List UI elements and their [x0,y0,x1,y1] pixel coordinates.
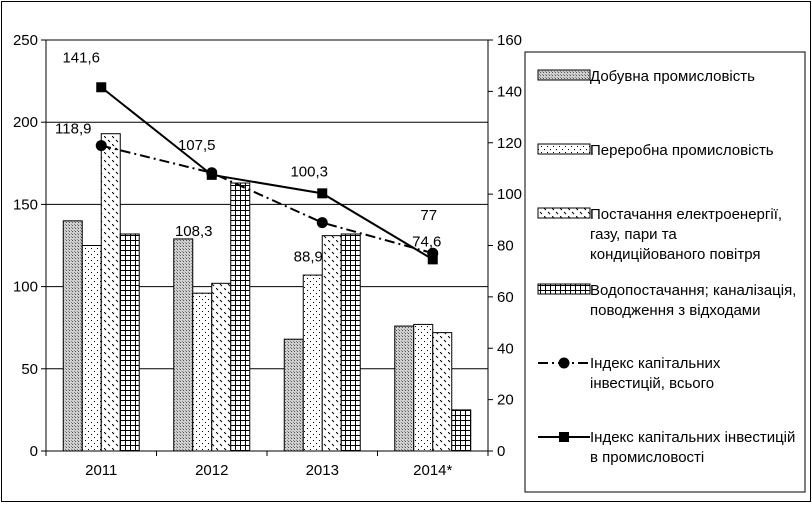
legend-label: в промисловості [590,449,704,466]
data-label: 108,3 [175,223,213,240]
bars [62,133,472,452]
x-tick-label: 2013 [306,462,339,479]
bar [283,338,304,452]
bar [173,238,194,452]
data-label: 77 [420,207,437,224]
legend-marker [558,357,570,369]
data-labels: 118,9 108,3 88,9 77 141,6 107,5 100,3 74,6 [55,49,441,265]
line-series [100,86,434,261]
bar [62,220,83,452]
left-tick-label: 50 [21,361,38,378]
right-tick-label: 140 [497,83,522,100]
line-marker [316,217,328,229]
right-tick-label: 20 [497,392,514,409]
right-tick-label: 100 [497,186,522,203]
left-tick-label: 100 [13,279,38,296]
legend-swatch [537,69,591,81]
legend-label: Водопостачання; каналізація, [590,282,796,299]
line-marker [96,82,107,93]
data-label: 88,9 [294,249,323,266]
bar [413,323,434,452]
bar [302,274,323,452]
legend-label: Добувна промисловість [590,68,755,85]
line-marker [317,188,328,199]
legend-label: поводження з відходами [590,302,761,319]
line-marker [427,254,438,265]
x-tick-label: 2012 [195,462,228,479]
legend-label: інвестицій, всього [590,375,714,392]
line-series [101,144,434,255]
legend-label: Постачання електроенергії, [590,206,782,223]
bar [211,282,232,452]
data-label: 100,3 [290,163,328,180]
left-tick-label: 0 [30,443,38,460]
bar [81,245,102,452]
data-label: 118,9 [55,121,91,138]
bar [451,409,472,452]
right-tick-label: 60 [497,289,514,306]
data-label: 141,6 [62,49,100,66]
bar [100,133,121,452]
bar [119,233,140,452]
bar [432,332,453,452]
right-tick-label: 80 [497,238,514,255]
bar [321,235,342,452]
axes: 0 50 100 150 200 250 0 20 40 60 80 100 120 140 160 2011… [13,32,522,479]
legend-box [524,51,806,493]
right-tick-label: 160 [497,32,522,49]
lines [95,82,439,265]
x-tick-label: 2014* [413,462,452,479]
legend-swatch [537,207,591,219]
left-tick-label: 150 [13,196,38,213]
bar [230,182,251,452]
right-tick-label: 120 [497,135,522,152]
legend-marker [559,432,569,442]
x-tick-label: 2011 [85,462,117,479]
bar [340,233,361,452]
legend-label: газу, пари та [590,226,677,243]
line-marker [95,140,107,152]
right-tick-label: 40 [497,340,514,357]
legend-label: кондиційованого повітря [590,246,761,263]
legend-swatch [537,143,591,155]
legend: Добувна промисловість Переробна промислов… [537,68,796,466]
left-tick-label: 200 [13,114,38,131]
legend-swatch [537,283,591,295]
legend-label: Індекс капітальних інвестицій [590,429,795,446]
legend-label: Переробна промисловість [590,142,774,159]
data-label: 74,6 [412,233,441,250]
line-marker [206,169,217,180]
right-tick-label: 0 [497,443,505,460]
data-label: 107,5 [178,137,216,154]
left-tick-label: 250 [13,32,38,49]
bar [394,325,415,452]
legend-label: Індекс капітальних [590,355,721,372]
bar [192,292,213,452]
